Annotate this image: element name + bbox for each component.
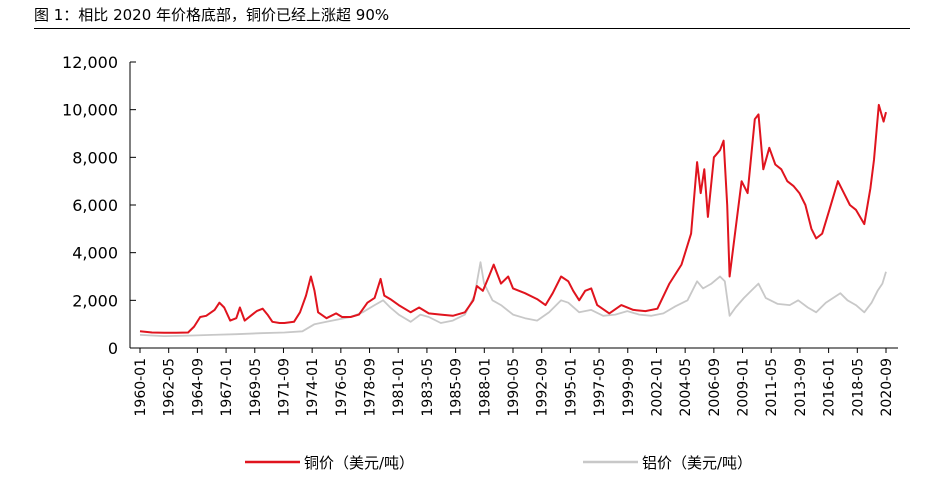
x-tick-label: 2020-09 (879, 358, 895, 417)
series-lines (139, 103, 887, 337)
y-tick-label: 10,000 (62, 101, 118, 120)
legend: 铜价（美元/吨） 铝价（美元/吨） (245, 454, 752, 472)
y-tick-label: 4,000 (72, 244, 118, 263)
x-tick-label: 1969-05 (248, 358, 264, 417)
legend-aluminum-label: 铝价（美元/吨） (642, 454, 752, 472)
chart-title: 图 1：相比 2020 年价格底部，铜价已经上涨超 90% (34, 6, 390, 24)
x-tick-label: 2006-09 (707, 358, 723, 417)
x-tick-label: 2016-01 (822, 358, 838, 417)
y-tick-label: 0 (108, 339, 118, 358)
x-tick-label: 2002-01 (649, 358, 665, 417)
x-tick-label: 1974-01 (305, 358, 321, 417)
aluminum-price-line (139, 261, 887, 337)
x-tick-label: 1990-05 (506, 358, 522, 417)
x-tick-label: 1985-09 (449, 358, 465, 417)
x-tick-label: 2004-05 (678, 358, 694, 417)
legend-copper-label: 铜价（美元/吨） (304, 454, 414, 472)
x-tick-label: 1988-01 (477, 358, 493, 417)
x-tick-label: 1981-01 (391, 358, 407, 417)
x-tick-label: 1964-09 (190, 358, 206, 417)
x-tick-label: 1971-09 (276, 358, 292, 417)
x-tick-label: 1967-01 (219, 358, 235, 417)
x-tick-label: 1997-05 (592, 358, 608, 417)
x-tick-label: 1995-01 (563, 358, 579, 417)
x-tick-label: 1976-05 (334, 358, 350, 417)
x-tick-label: 2011-05 (764, 358, 780, 417)
y-tick-label: 8,000 (72, 148, 118, 167)
x-tick-label: 2018-05 (850, 358, 866, 417)
title-divider (34, 28, 910, 29)
x-axis: 1960-01 1962-05 1964-09 1967-01 1969-05 1971-… (130, 347, 898, 417)
y-axis: 0 2,000 4,000 6,000 8,000 10,000 12,000 (62, 53, 136, 358)
x-tick-label: 1978-09 (363, 358, 379, 417)
y-tick-label: 6,000 (72, 196, 118, 215)
x-tick-label: 1960-01 (133, 358, 149, 417)
x-tick-label: 1983-05 (420, 358, 436, 417)
y-tick-label: 12,000 (62, 53, 118, 72)
x-tick-label: 2013-09 (793, 358, 809, 417)
y-tick-label: 2,000 (72, 291, 118, 310)
x-tick-label: 1999-09 (621, 358, 637, 417)
x-tick-label: 1962-05 (162, 358, 178, 417)
x-tick-label: 1992-09 (535, 358, 551, 417)
copper-price-line (139, 103, 887, 334)
x-tick-label: 2009-01 (736, 358, 752, 417)
